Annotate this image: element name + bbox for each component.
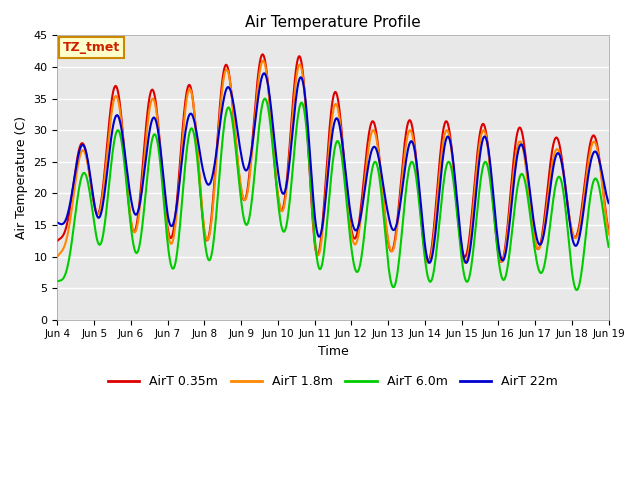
AirT 0.35m [401,140,408,146]
AirT 1.8m [605,231,612,237]
AirT 0.35m [259,51,267,57]
AirT 1.8m [205,233,213,239]
Title: Air Temperature Profile: Air Temperature Profile [245,15,421,30]
AirT 0.35m [424,260,431,265]
AirT 1.8m [424,260,432,266]
AirT 6.0m [120,158,128,164]
AirT 22m [205,181,213,187]
AirT 0.35m [120,146,128,152]
AirT 22m [63,212,71,218]
Line: AirT 1.8m: AirT 1.8m [58,60,609,263]
AirT 22m [401,168,408,173]
AirT 1.8m [176,169,184,175]
AirT 0.35m [176,159,184,165]
AirT 6.0m [176,221,184,227]
AirT 0.35m [54,238,61,244]
Y-axis label: Air Temperature (C): Air Temperature (C) [15,116,28,239]
AirT 22m [605,200,612,206]
AirT 6.0m [605,244,612,250]
AirT 0.35m [205,232,213,238]
AirT 22m [176,175,184,180]
AirT 1.8m [401,152,408,157]
AirT 0.35m [605,228,612,233]
AirT 22m [417,201,424,206]
AirT 0.35m [417,211,424,217]
Line: AirT 22m: AirT 22m [58,73,609,263]
Text: TZ_tmet: TZ_tmet [63,41,120,54]
Line: AirT 6.0m: AirT 6.0m [58,98,609,290]
AirT 1.8m [417,210,424,216]
AirT 22m [260,71,268,76]
AirT 6.0m [401,200,408,205]
AirT 1.8m [120,147,128,153]
AirT 22m [462,260,470,266]
Legend: AirT 0.35m, AirT 1.8m, AirT 6.0m, AirT 22m: AirT 0.35m, AirT 1.8m, AirT 6.0m, AirT 2… [103,370,563,393]
Line: AirT 0.35m: AirT 0.35m [58,54,609,263]
AirT 0.35m [63,219,71,225]
AirT 6.0m [54,278,61,284]
AirT 22m [54,220,61,226]
AirT 22m [120,144,128,150]
AirT 1.8m [63,233,71,239]
AirT 1.8m [259,58,267,63]
AirT 6.0m [417,216,424,222]
AirT 6.0m [261,96,269,101]
AirT 6.0m [63,264,71,270]
AirT 1.8m [54,253,61,259]
AirT 6.0m [573,287,580,293]
AirT 6.0m [205,257,213,263]
X-axis label: Time: Time [317,345,348,358]
